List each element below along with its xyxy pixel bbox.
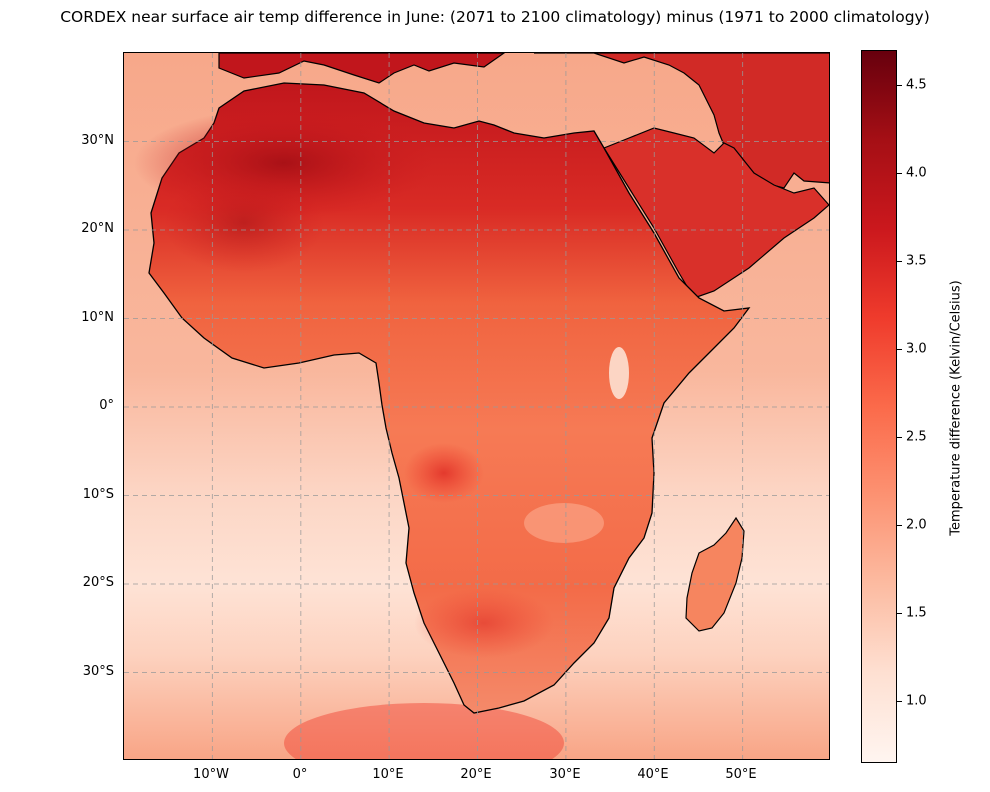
- colorbar-tick-label: 3.0: [906, 341, 927, 357]
- ocean-warm-patch: [284, 703, 564, 759]
- middle-east-land: [534, 53, 829, 189]
- lon-label-10w: 10°W: [193, 767, 229, 782]
- lon-label-50e: 50°E: [725, 767, 757, 782]
- colorbar-tick: [897, 349, 902, 351]
- ethiopian-highlands-cool: [609, 347, 629, 399]
- sahel-hotspot: [164, 173, 324, 273]
- europe-land: [218, 53, 506, 84]
- colorbar-tick: [897, 525, 902, 527]
- map-gridlines: [124, 53, 829, 759]
- colorbar-tick-label: 2.5: [906, 429, 927, 445]
- colorbar-title: Temperature difference (Kelvin/Celsius): [948, 280, 964, 536]
- colorbar: [861, 50, 897, 763]
- lon-label-40e: 40°E: [637, 767, 669, 782]
- colorbar-tick: [897, 261, 902, 263]
- colorbar-tick-label: 3.5: [906, 253, 927, 269]
- colorbar-tick-label: 1.0: [906, 693, 927, 709]
- colorbar-tick-label: 4.5: [906, 77, 927, 93]
- lon-label-20e: 20°E: [460, 767, 492, 782]
- lat-label-0: 0°: [99, 398, 114, 413]
- map-title: CORDEX near surface air temp difference …: [60, 8, 930, 26]
- colorbar-tick: [897, 437, 902, 439]
- colorbar-tick: [897, 613, 902, 615]
- colorbar-tick: [897, 701, 902, 703]
- lon-label-0: 0°: [292, 767, 308, 782]
- colorbar-tick: [897, 173, 902, 175]
- colorbar-tick-label: 2.0: [906, 517, 927, 533]
- lat-label-10s: 10°S: [82, 487, 114, 502]
- colorbar-tick-label: 4.0: [906, 165, 927, 181]
- lat-label-10n: 10°N: [81, 310, 114, 325]
- temperature-map: [124, 53, 829, 759]
- colorbar-tick-label: 1.5: [906, 605, 927, 621]
- east-africa-cool: [524, 503, 604, 543]
- colorbar-tick: [897, 85, 902, 87]
- madagascar-land: [685, 516, 745, 632]
- map-panel: [123, 52, 830, 760]
- lat-label-20n: 20°N: [81, 221, 114, 236]
- lat-label-30s: 30°S: [82, 664, 114, 679]
- lat-label-20s: 20°S: [82, 575, 114, 590]
- kalahari-hotspot: [414, 588, 554, 658]
- lat-label-30n: 30°N: [81, 133, 114, 148]
- angola-hotspot: [404, 443, 484, 503]
- lon-label-10e: 10°E: [372, 767, 404, 782]
- lon-label-30e: 30°E: [549, 767, 581, 782]
